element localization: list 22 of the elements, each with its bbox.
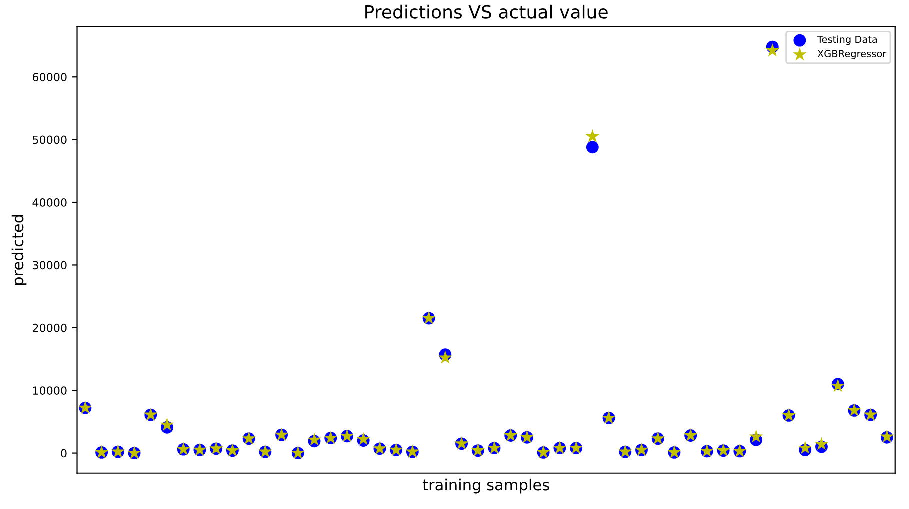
point xyxy=(160,418,174,431)
x-axis-title: training samples xyxy=(422,478,550,494)
legend-label: Testing Data xyxy=(817,36,878,46)
point xyxy=(814,437,829,450)
point xyxy=(798,441,812,454)
y-tick-label: 30000 xyxy=(33,261,67,270)
point xyxy=(356,432,371,446)
y-tick-label: 60000 xyxy=(32,73,67,82)
y-tick-label: 40000 xyxy=(32,198,67,207)
y-tick-label: 0 xyxy=(61,449,67,458)
point xyxy=(749,430,764,443)
y-tick-label: 10000 xyxy=(33,386,67,395)
y-axis-title: predicted xyxy=(12,215,27,286)
y-tick-label: 50000 xyxy=(33,136,67,144)
chart-title: Predictions VS actual value xyxy=(366,4,608,19)
legend-label: XGBRegressor xyxy=(818,50,887,60)
point xyxy=(438,350,452,364)
point xyxy=(308,432,322,446)
point xyxy=(766,44,780,57)
y-tick-label: 20000 xyxy=(33,324,67,332)
point xyxy=(586,129,600,143)
point xyxy=(586,141,599,154)
